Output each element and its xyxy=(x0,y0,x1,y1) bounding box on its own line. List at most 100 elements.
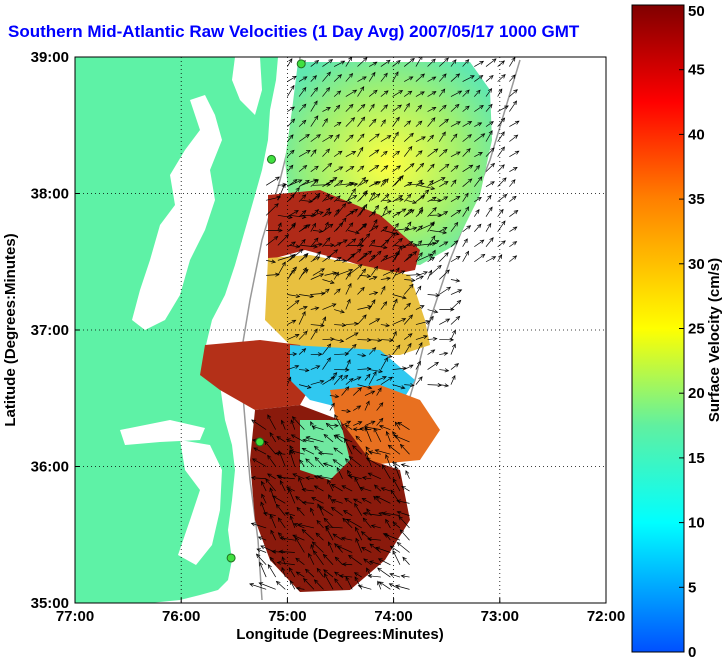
velocity-arrow xyxy=(266,260,276,263)
velocity-arrow xyxy=(359,204,368,216)
velocity-arrow xyxy=(269,432,277,443)
velocity-arrow-head xyxy=(488,130,493,135)
velocity-arrow-head xyxy=(325,422,331,428)
velocity-arrow-head xyxy=(303,305,308,310)
velocity-arrow xyxy=(366,567,372,578)
velocity-arrow-head xyxy=(487,88,493,93)
velocity-arrow xyxy=(368,72,376,82)
velocity-arrow xyxy=(322,237,331,247)
velocity-arrow-head xyxy=(371,211,377,216)
velocity-arrow xyxy=(289,214,306,218)
velocity-arrow xyxy=(333,134,340,142)
velocity-arrow-head xyxy=(502,193,508,199)
velocity-arrow xyxy=(291,434,305,443)
velocity-arrow-head xyxy=(467,121,473,125)
velocity-arrow-head xyxy=(373,291,379,296)
velocity-arrow xyxy=(333,257,342,263)
velocity-arrow-head xyxy=(289,445,294,450)
velocity-arrow xyxy=(277,183,286,201)
velocity-arrow xyxy=(417,207,423,216)
velocity-arrow-head xyxy=(305,179,310,184)
velocity-arrow xyxy=(382,253,400,261)
velocity-arrow-head xyxy=(304,568,310,574)
velocity-arrow xyxy=(287,241,296,248)
velocity-arrow-head xyxy=(374,149,380,154)
velocity-arrow-head xyxy=(314,456,320,462)
velocity-arrow-head xyxy=(346,272,351,277)
velocity-arrow xyxy=(355,435,362,443)
velocity-arrow-head xyxy=(273,236,279,241)
velocity-arrow xyxy=(324,177,337,186)
velocity-arrow-head xyxy=(465,89,470,94)
velocity-arrow xyxy=(462,193,469,202)
velocity-arrow xyxy=(371,193,381,201)
velocity-arrow-head xyxy=(417,240,423,245)
velocity-arrow-head xyxy=(512,241,518,246)
velocity-arrow xyxy=(439,269,450,280)
velocity-arrow xyxy=(395,585,410,590)
velocity-arrow xyxy=(312,541,324,553)
velocity-arrow xyxy=(462,251,469,262)
velocity-arrow xyxy=(497,240,506,248)
velocity-arrow xyxy=(310,60,319,67)
velocity-arrow-head xyxy=(348,72,354,78)
velocity-arrow xyxy=(316,568,324,578)
velocity-arrow xyxy=(266,196,281,201)
velocity-arrow-head xyxy=(465,250,469,256)
velocity-arrow-head xyxy=(332,533,338,538)
velocity-arrow xyxy=(328,541,334,553)
velocity-arrow xyxy=(369,560,381,566)
velocity-arrow-head xyxy=(454,221,459,227)
velocity-arrow-head xyxy=(276,560,282,565)
velocity-arrow-head xyxy=(443,241,449,246)
velocity-arrow-head xyxy=(382,533,388,537)
velocity-arrow-head xyxy=(466,225,472,230)
velocity-arrow-head xyxy=(301,447,307,452)
velocity-arrow-head xyxy=(513,89,518,94)
velocity-arrow-head xyxy=(418,150,423,155)
velocity-arrow xyxy=(357,287,365,295)
velocity-arrow xyxy=(328,494,334,504)
velocity-arrow-head xyxy=(343,239,348,244)
velocity-arrow xyxy=(265,176,280,186)
velocity-arrow-head xyxy=(443,181,449,186)
velocity-arrow xyxy=(406,199,417,204)
velocity-arrow-head xyxy=(310,420,314,426)
velocity-arrow-head xyxy=(278,549,284,554)
velocity-arrow xyxy=(439,105,447,112)
velocity-arrow xyxy=(302,502,314,504)
velocity-arrow-head xyxy=(352,195,358,200)
velocity-arrow-head xyxy=(445,318,451,323)
velocity-arrow-head xyxy=(249,583,254,587)
velocity-arrow-head xyxy=(466,148,471,153)
velocity-arrow xyxy=(406,183,424,186)
velocity-arrow-head xyxy=(408,241,414,246)
velocity-arrow-head xyxy=(475,209,480,214)
velocity-arrow xyxy=(364,421,375,426)
velocity-arrow xyxy=(398,516,410,529)
velocity-arrow-head xyxy=(281,556,286,561)
velocity-arrow xyxy=(310,134,321,142)
velocity-arrow-head xyxy=(498,254,503,259)
velocity-arrow-head xyxy=(320,268,325,273)
velocity-arrow-head xyxy=(301,528,307,534)
velocity-arrow xyxy=(485,58,497,67)
velocity-arrow xyxy=(462,206,469,217)
velocity-arrow-head xyxy=(285,486,291,491)
velocity-arrow xyxy=(322,59,333,67)
x-tick-label: 75:00 xyxy=(268,608,306,625)
velocity-arrow xyxy=(368,133,380,142)
velocity-arrow xyxy=(392,522,401,529)
velocity-arrow-head xyxy=(290,118,296,123)
velocity-arrow xyxy=(404,241,413,248)
velocity-arrow-head xyxy=(387,210,392,215)
velocity-arrow-head xyxy=(361,268,367,274)
x-tick-label: 76:00 xyxy=(162,608,200,625)
velocity-arrow xyxy=(474,60,484,67)
velocity-arrow xyxy=(333,195,341,202)
velocity-arrow xyxy=(369,339,382,341)
velocity-arrow-head xyxy=(378,417,384,423)
velocity-arrow xyxy=(345,166,354,172)
velocity-arrow-head xyxy=(313,550,318,555)
velocity-arrow xyxy=(439,73,447,82)
